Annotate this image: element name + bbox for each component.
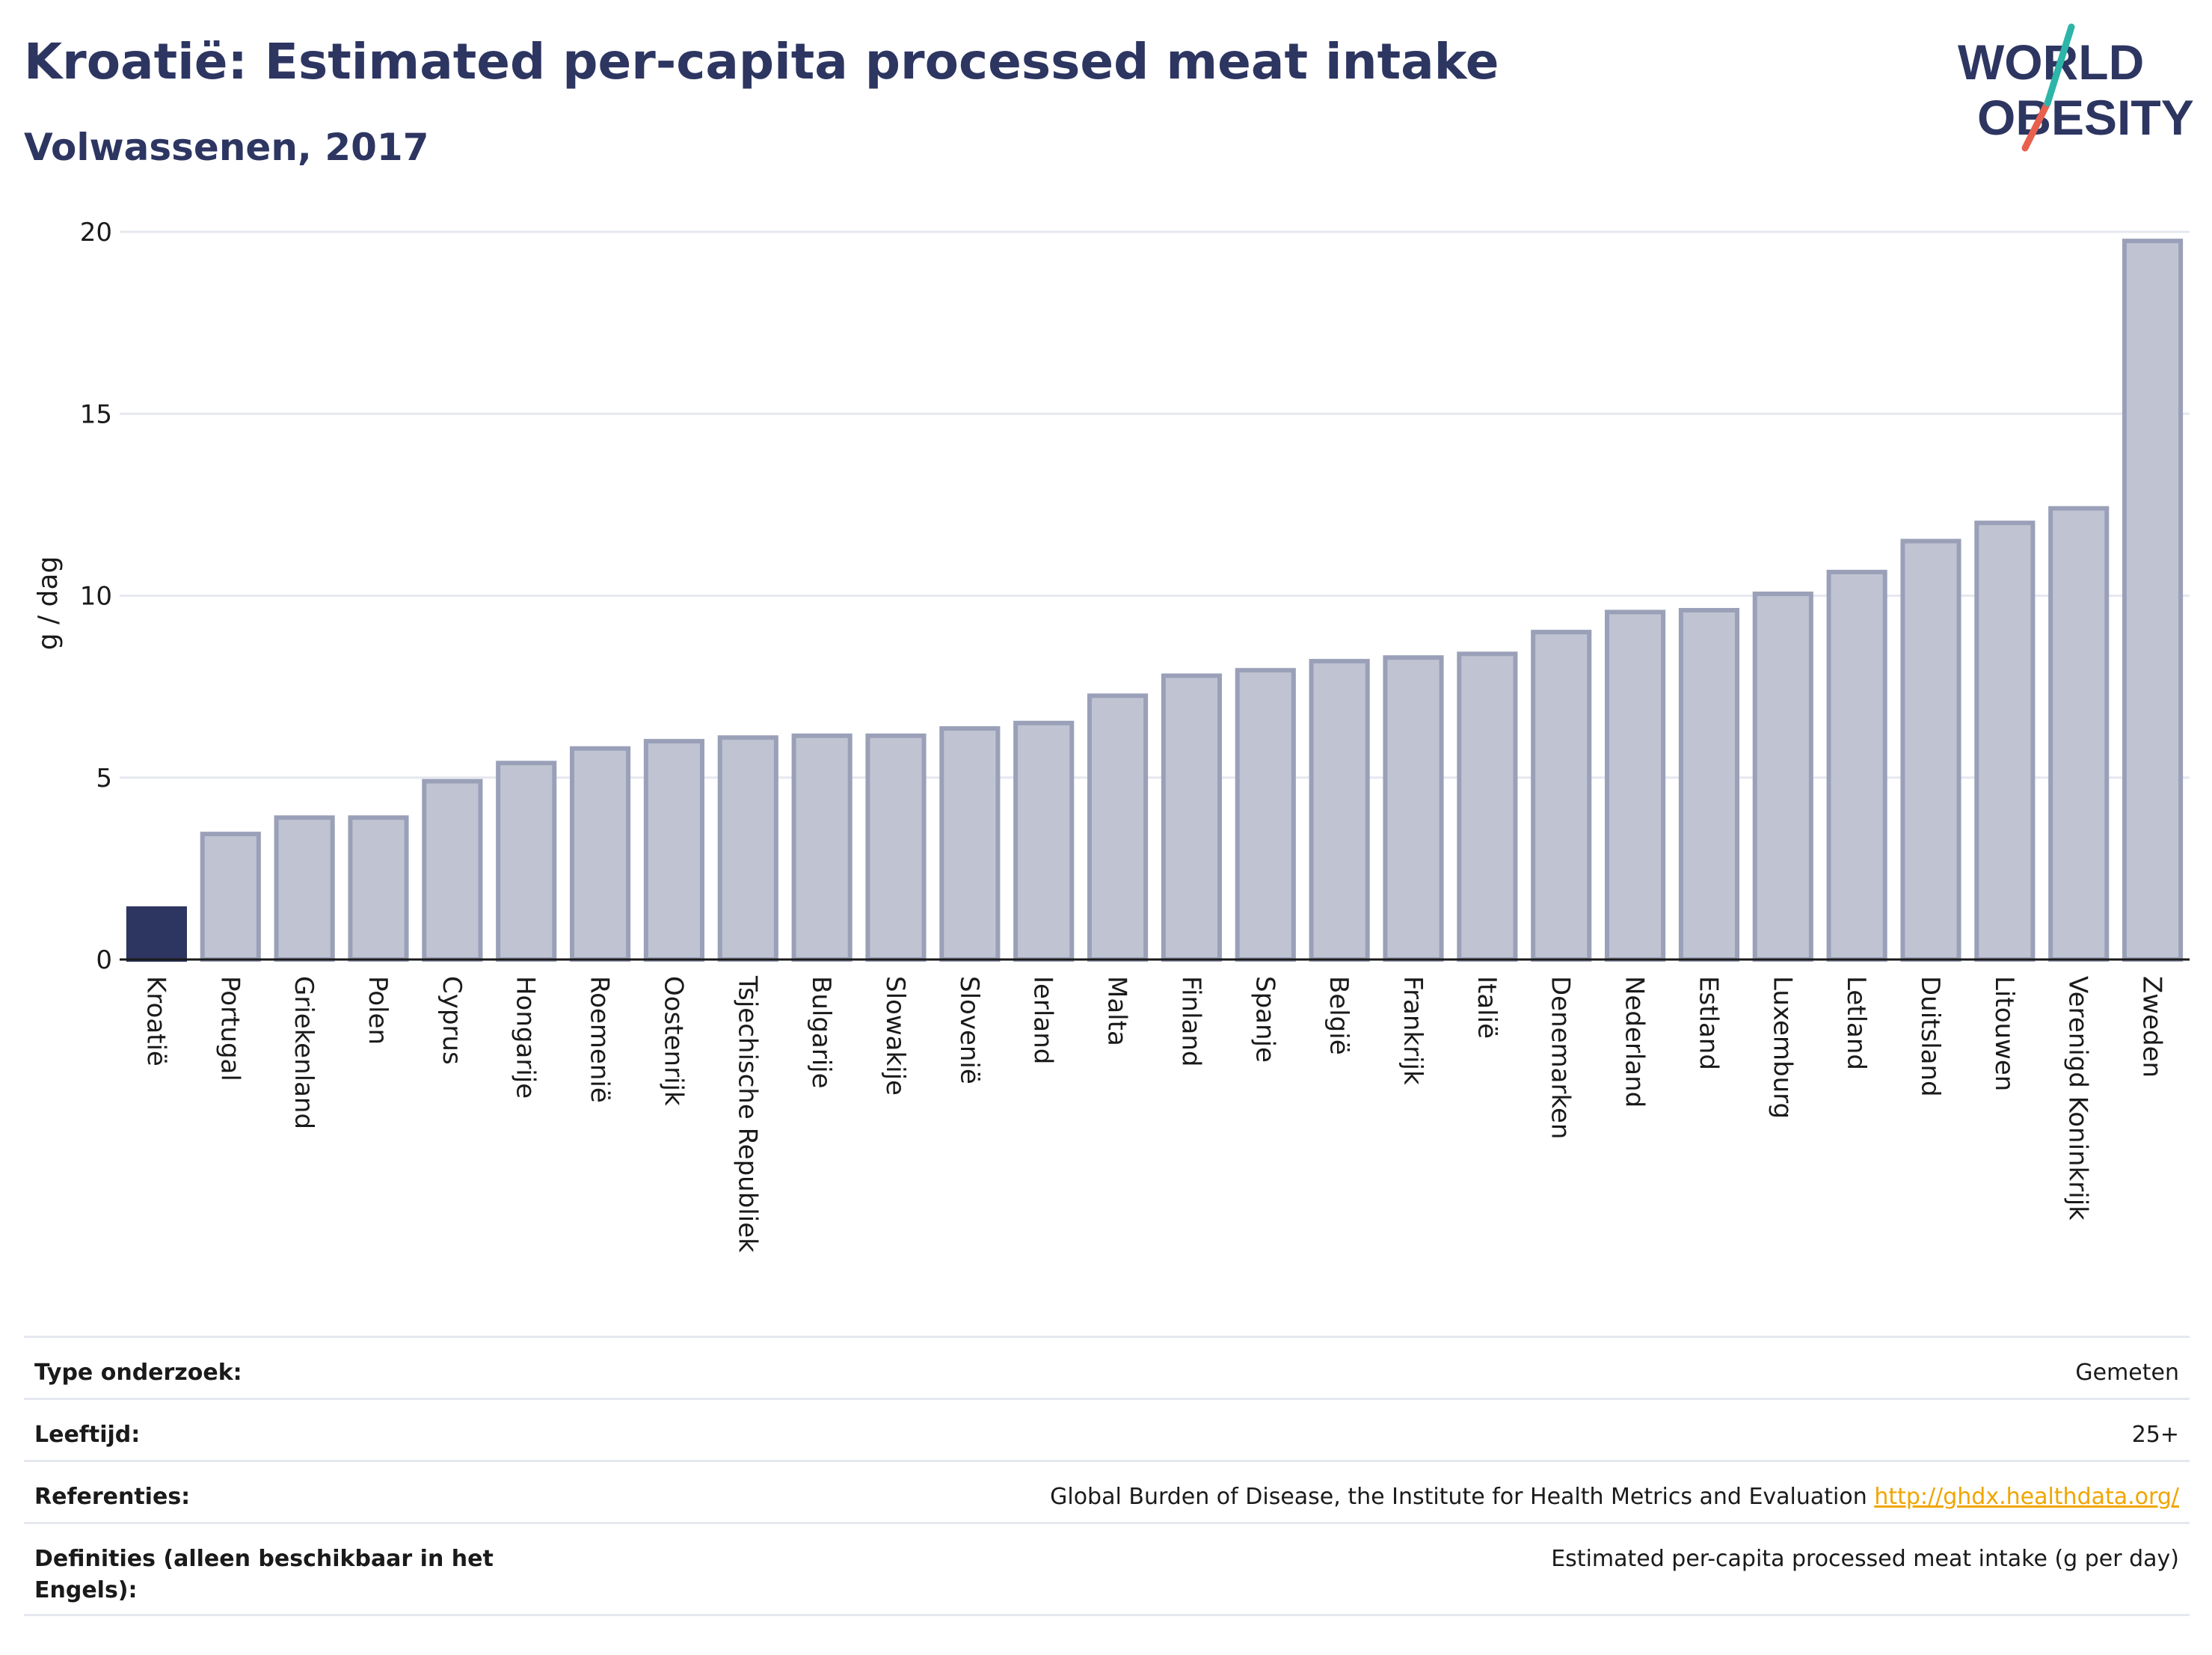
info-value-type: Gemeten	[2075, 1360, 2179, 1386]
y-tick-label: 20	[80, 218, 112, 248]
info-label-definitions: Definities (alleen beschikbaar in het En…	[34, 1546, 494, 1603]
y-tick-label: 5	[96, 764, 112, 793]
bar-bulgarije	[791, 733, 852, 962]
bar-slovenië	[939, 726, 1001, 962]
bar-griekenland	[274, 815, 335, 962]
bar-nederland	[1605, 610, 1666, 962]
bar-luxemburg	[1752, 592, 1813, 962]
x-tick-label: Roemenië	[585, 976, 615, 1103]
bar-letland	[1826, 569, 1887, 962]
reference-link[interactable]: http://ghdx.healthdata.org/	[1874, 1484, 2179, 1510]
x-tick-label: Portugal	[215, 976, 245, 1081]
world-obesity-logo: WORLD OBESITY	[1958, 23, 2194, 152]
bar-kroatië	[126, 906, 187, 962]
x-tick-label: Slowakije	[880, 976, 910, 1096]
x-tick-label: Malta	[1102, 976, 1132, 1046]
info-label-type: Type onderzoek:	[34, 1360, 242, 1386]
bar-duitsland	[1900, 538, 1961, 962]
bar-slowakije	[865, 733, 927, 962]
info-row-type: Type onderzoek: Gemeten	[24, 1336, 2190, 1398]
bar-tsjechische-republiek	[717, 735, 778, 962]
info-row-references: Referenties: Global Burden of Disease, t…	[24, 1460, 2190, 1522]
x-tick-label: Griekenland	[289, 976, 319, 1129]
bar-denemarken	[1531, 630, 1592, 962]
logo-slash-lower	[2021, 99, 2051, 152]
bar-finland	[1161, 673, 1222, 962]
bar-polen	[348, 815, 409, 962]
x-axis-ticks: Kroatië Portugal Griekenland Polen Cyprus Hon…	[141, 975, 2166, 1253]
x-tick-label: Ierland	[1028, 976, 1058, 1064]
logo-text-obesity: OBESITY	[1977, 90, 2194, 145]
y-tick-label: 10	[80, 582, 112, 612]
x-tick-label: Nederland	[1620, 976, 1650, 1108]
x-tick-label: Litouwen	[1989, 976, 2019, 1091]
logo-text-world: WORLD	[1958, 34, 2144, 90]
bar-chart: 0 5 10 15 20 Kroatië Portugal Griekenland Polen…	[33, 218, 2190, 1253]
x-tick-label: Tsjechische Republiek	[732, 975, 762, 1253]
x-tick-label: Bulgarije	[806, 976, 836, 1089]
bar-belgië	[1309, 659, 1370, 962]
info-value-references: Global Burden of Disease, the Institute …	[1050, 1481, 2179, 1513]
info-label-age: Leeftijd:	[34, 1422, 141, 1448]
y-tick-label: 15	[80, 399, 112, 429]
x-tick-label: Kroatië	[141, 976, 170, 1066]
x-tick-label: Verenigd Koninkrijk	[2063, 976, 2093, 1220]
y-tick-label: 0	[96, 945, 112, 975]
bar-verenigd-koninkrijk	[2048, 506, 2110, 962]
bar-spanje	[1235, 668, 1296, 962]
info-row-age: Leeftijd: 25+	[24, 1398, 2190, 1460]
x-tick-label: Frankrijk	[1398, 976, 1428, 1085]
bars	[126, 239, 2184, 962]
x-tick-label: Finland	[1176, 976, 1205, 1067]
x-tick-label: Slovenië	[954, 976, 984, 1084]
x-tick-label: Hongarije	[511, 976, 541, 1099]
x-tick-label: België	[1324, 976, 1354, 1055]
x-tick-label: Oostenrijk	[658, 976, 688, 1106]
info-value-definitions: Estimated per-capita processed meat inta…	[1551, 1546, 2179, 1572]
bar-portugal	[200, 832, 261, 962]
info-table: Type onderzoek: Gemeten Leeftijd: 25+ Re…	[24, 1336, 2190, 1616]
chart-title: Kroatië: Estimated per-capita processed …	[24, 33, 1499, 90]
x-tick-label: Estland	[1693, 976, 1723, 1070]
x-tick-label: Cyprus	[437, 976, 467, 1065]
x-tick-label: Polen	[363, 976, 393, 1045]
bar-estland	[1678, 607, 1739, 962]
x-tick-label: Denemarken	[1546, 976, 1576, 1139]
x-tick-label: Duitsland	[1915, 976, 1945, 1097]
logo-slash-upper	[2044, 23, 2075, 107]
x-tick-label: Letland	[1841, 976, 1871, 1070]
reference-text: Global Burden of Disease, the Institute …	[1050, 1484, 1867, 1510]
bar-italië	[1457, 651, 1518, 962]
bar-hongarije	[496, 761, 557, 962]
x-tick-label: Luxemburg	[1767, 976, 1797, 1119]
bar-zweden	[2122, 239, 2184, 962]
bar-malta	[1087, 693, 1149, 962]
bar-frankrijk	[1383, 655, 1444, 962]
bar-ierland	[1013, 720, 1075, 962]
info-value-age: 25+	[2131, 1422, 2179, 1448]
bar-litouwen	[1974, 521, 2036, 962]
y-axis-title: g / dag	[33, 556, 64, 651]
bar-cyprus	[422, 779, 483, 962]
bar-roemenië	[570, 746, 631, 962]
x-tick-label: Zweden	[2137, 976, 2167, 1078]
bar-oostenrijk	[643, 739, 704, 962]
x-tick-label: Spanje	[1250, 976, 1279, 1063]
x-tick-label: Italië	[1472, 976, 1502, 1039]
info-row-definitions: Definities (alleen beschikbaar in het En…	[24, 1522, 2190, 1616]
chart-subtitle: Volwassenen, 2017	[24, 126, 429, 169]
y-axis-ticks: 0 5 10 15 20	[80, 218, 112, 975]
info-label-references: Referenties:	[34, 1484, 191, 1510]
